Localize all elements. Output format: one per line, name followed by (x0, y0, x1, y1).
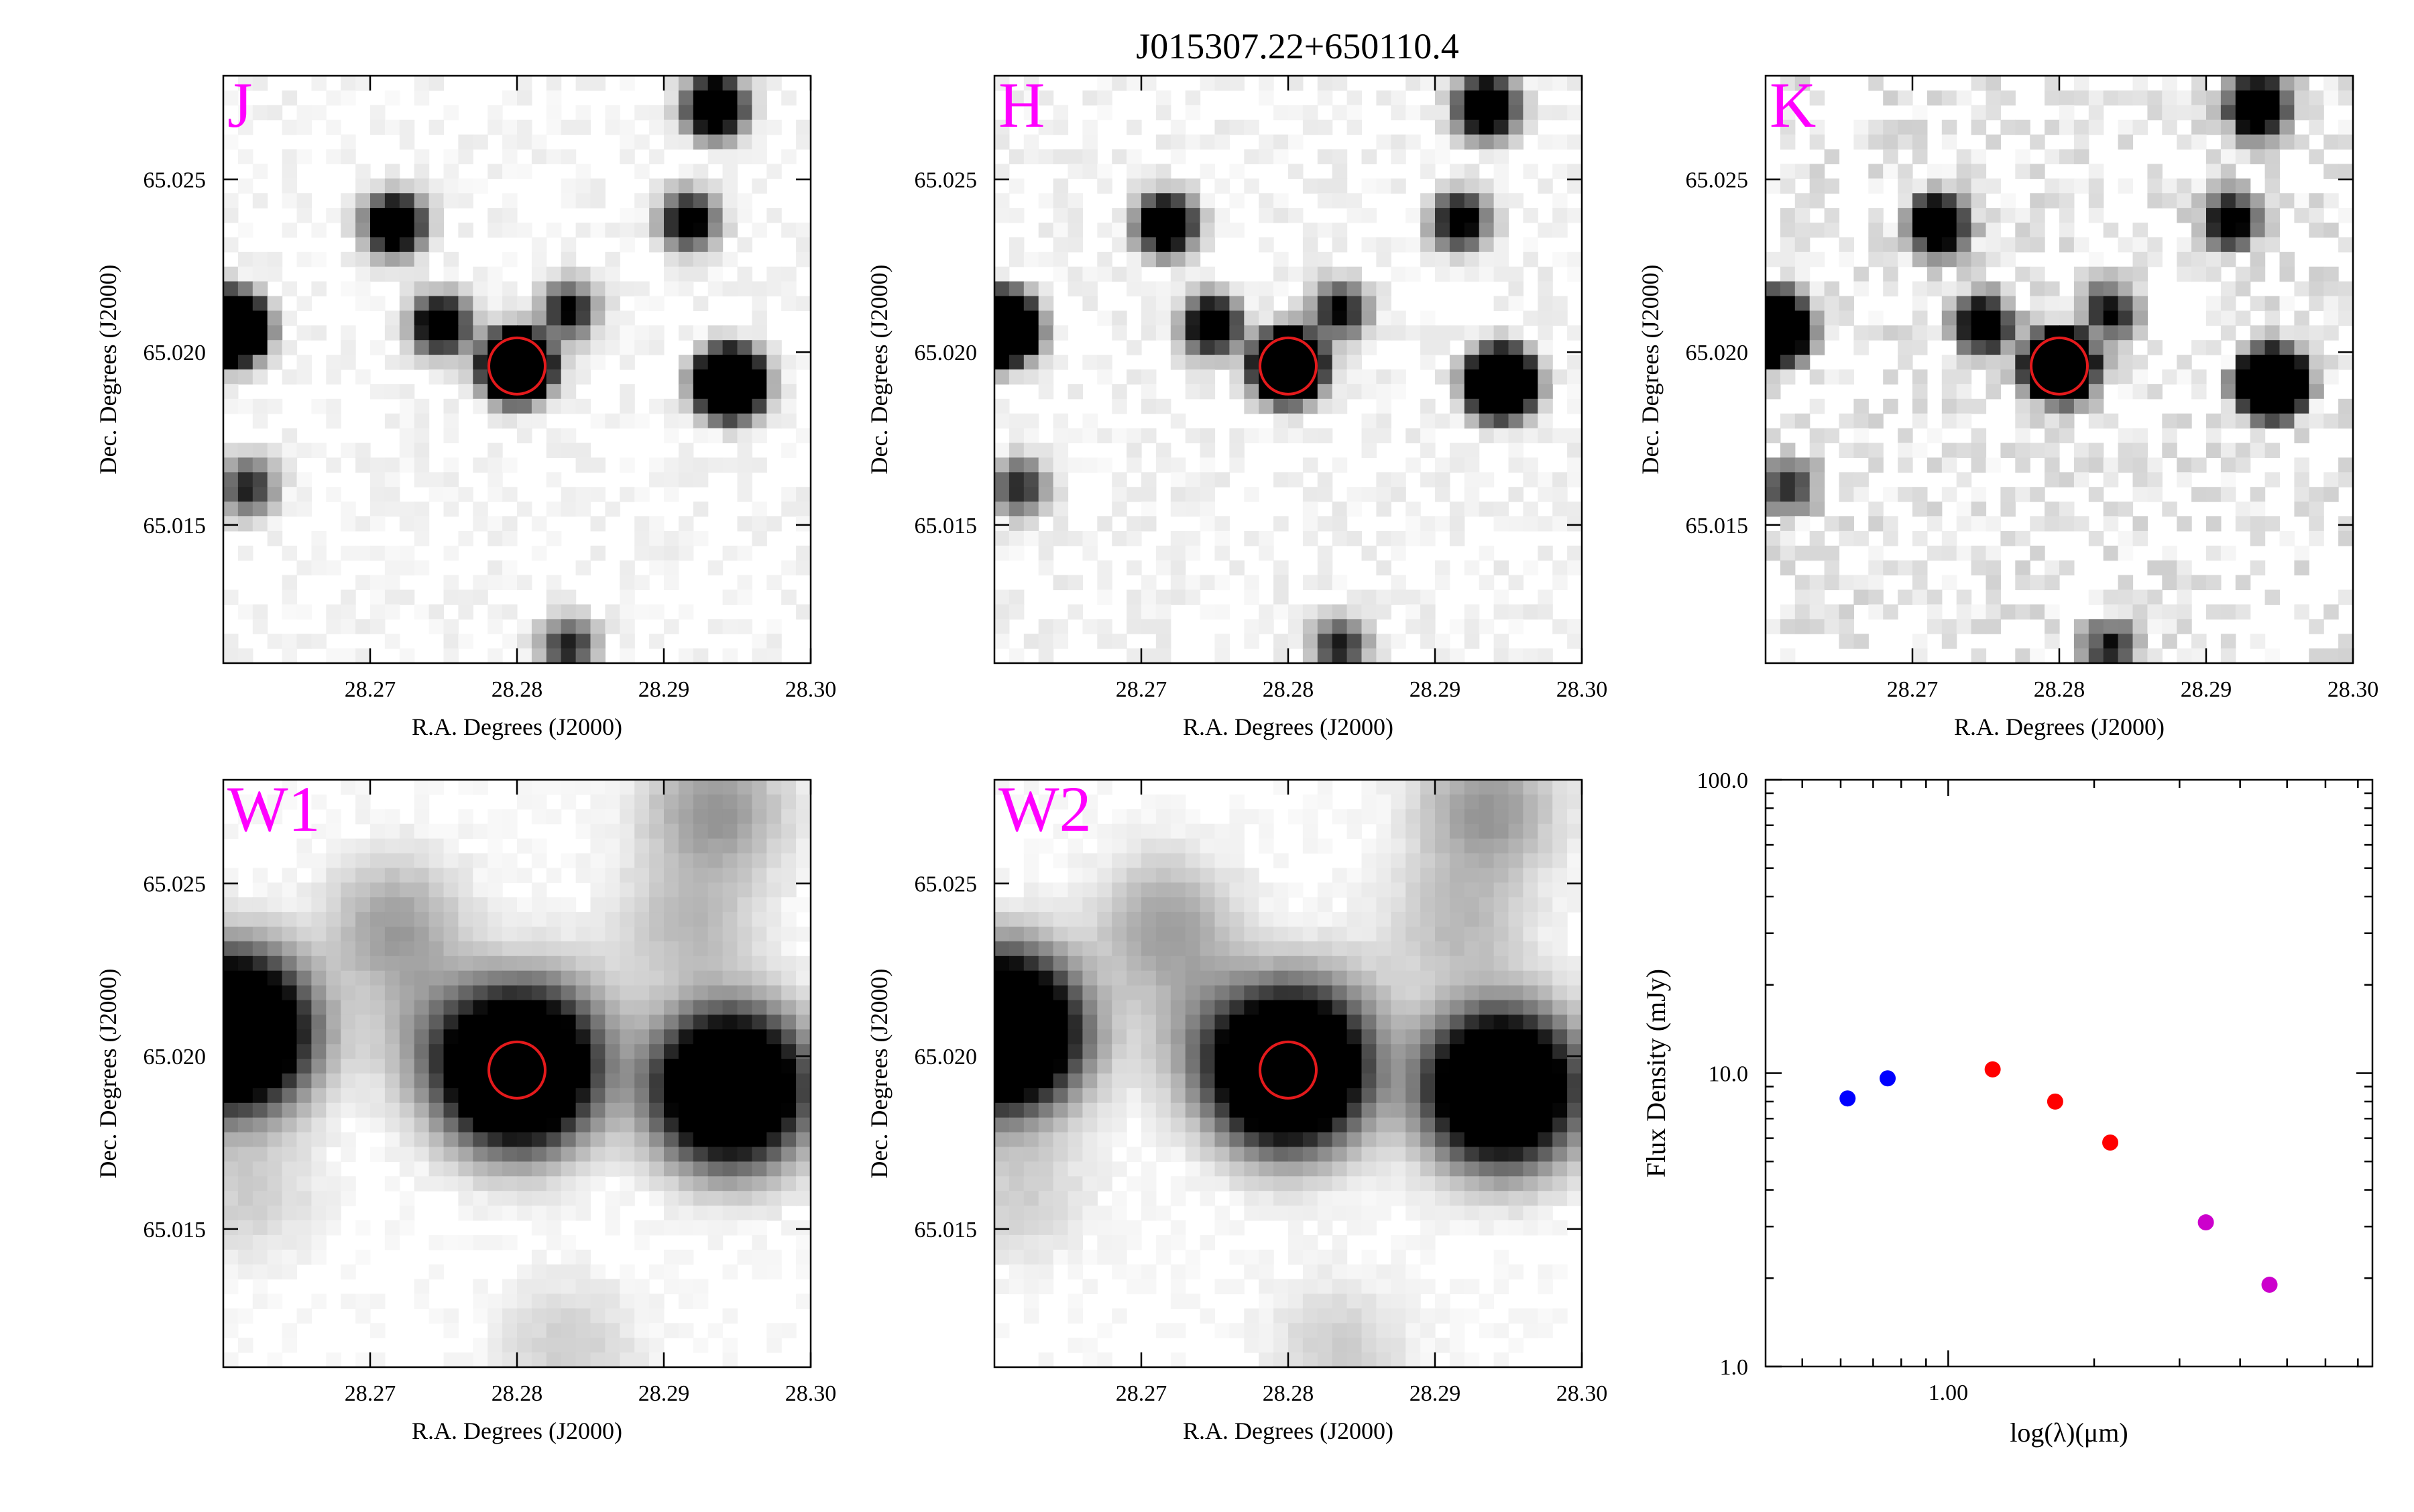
x-tick-label: 28.29 (638, 1381, 690, 1406)
image-panel-j: 28.27 28.28 28.29 28.30 65.015 65.020 65.025 R.… (95, 69, 836, 740)
y-tick-label: 65.020 (915, 1045, 978, 1069)
x-tick-label: 28.29 (1410, 677, 1461, 702)
y-tick-label: 65.020 (143, 341, 207, 365)
image-panel-w1: 28.27 28.28 28.29 28.30 65.015 65.020 65.025 R.… (95, 773, 836, 1444)
x-tick-label: 28.30 (2327, 677, 2379, 702)
sed-point (2047, 1094, 2063, 1110)
y-axis-label: Dec. Degrees (J2000) (866, 969, 893, 1179)
image-panel-w2: 28.27 28.28 28.29 28.30 65.015 65.020 65.025 R.… (866, 773, 1607, 1444)
band-label: J (227, 69, 252, 141)
sed-y-tick-label: 1.0 (1720, 1355, 1749, 1380)
y-axis-label: Dec. Degrees (J2000) (866, 265, 893, 475)
sky-image (223, 780, 811, 1368)
y-tick-label: 65.025 (915, 168, 978, 193)
sed-point (2262, 1277, 2278, 1293)
sed-panel: 1.0 10.0 100.0 1.00 log(λ)(μm) Flux Density (… (1641, 768, 2372, 1448)
sed-point (1880, 1070, 1896, 1086)
y-axis-label: Dec. Degrees (J2000) (95, 265, 121, 475)
x-axis-label: R.A. Degrees (J2000) (412, 1417, 622, 1444)
x-tick-label: 28.30 (785, 677, 837, 702)
sed-point (1839, 1090, 1855, 1106)
y-tick-label: 65.015 (915, 1218, 978, 1242)
y-tick-label: 65.025 (1686, 168, 1749, 193)
image-panels: 28.27 28.28 28.29 28.30 65.015 65.020 65.025 R.… (95, 69, 2378, 1444)
sky-image (994, 76, 1583, 664)
x-axis-label: R.A. Degrees (J2000) (412, 713, 622, 740)
sky-image (994, 780, 1583, 1368)
band-label: W2 (998, 773, 1092, 845)
y-axis-label: Dec. Degrees (J2000) (1637, 265, 1664, 475)
x-axis-label: R.A. Degrees (J2000) (1183, 1417, 1393, 1444)
x-tick-label: 28.30 (1556, 677, 1608, 702)
image-panel-k: 28.27 28.28 28.29 28.30 65.015 65.020 65.025 R.… (1637, 69, 2378, 740)
y-tick-label: 65.015 (915, 514, 978, 538)
y-tick-label: 65.015 (1686, 514, 1749, 538)
sed-y-axis-label: Flux Density (mJy) (1641, 969, 1671, 1177)
y-tick-label: 65.025 (143, 872, 207, 897)
sed-y-tick-label: 10.0 (1709, 1062, 1749, 1087)
y-axis-label: Dec. Degrees (J2000) (95, 969, 121, 1179)
y-tick-label: 65.025 (915, 872, 978, 897)
x-axis-label: R.A. Degrees (J2000) (1954, 713, 2165, 740)
x-tick-label: 28.30 (1556, 1381, 1608, 1406)
x-tick-label: 28.27 (1887, 677, 1939, 702)
x-tick-label: 28.29 (1410, 1381, 1461, 1406)
x-tick-label: 28.28 (1263, 1381, 1314, 1406)
y-tick-label: 65.020 (143, 1045, 207, 1069)
band-label: H (998, 69, 1045, 141)
sed-x-tick-label: 1.00 (1929, 1381, 1969, 1405)
sed-x-axis-label: log(λ)(μm) (2010, 1417, 2128, 1448)
sed-frame (1766, 780, 2372, 1366)
sky-image (223, 76, 811, 664)
y-tick-label: 65.020 (1686, 341, 1749, 365)
x-tick-label: 28.27 (1116, 677, 1167, 702)
x-tick-label: 28.30 (785, 1381, 837, 1406)
x-tick-label: 28.28 (1263, 677, 1314, 702)
sed-point (2102, 1135, 2118, 1151)
x-tick-label: 28.28 (492, 677, 543, 702)
band-label: W1 (227, 773, 321, 845)
sed-point (2198, 1214, 2214, 1230)
x-tick-label: 28.27 (345, 1381, 396, 1406)
y-tick-label: 65.025 (143, 168, 207, 193)
image-panel-h: 28.27 28.28 28.29 28.30 65.015 65.020 65.025 R.… (866, 69, 1607, 740)
y-tick-label: 65.020 (915, 341, 978, 365)
x-tick-label: 28.28 (492, 1381, 543, 1406)
x-tick-label: 28.27 (1116, 1381, 1167, 1406)
y-tick-label: 65.015 (143, 514, 207, 538)
x-tick-label: 28.29 (638, 677, 690, 702)
sky-image (1766, 76, 2354, 664)
sed-y-tick-label: 100.0 (1697, 768, 1749, 793)
y-tick-label: 65.015 (143, 1218, 207, 1242)
band-label: K (1770, 69, 1816, 141)
figure-title: J015307.22+650110.4 (1136, 26, 1458, 66)
x-tick-label: 28.27 (345, 677, 396, 702)
x-tick-label: 28.29 (2181, 677, 2232, 702)
x-axis-label: R.A. Degrees (J2000) (1183, 713, 1393, 740)
x-tick-label: 28.28 (2034, 677, 2085, 702)
sed-point (1985, 1061, 2001, 1078)
